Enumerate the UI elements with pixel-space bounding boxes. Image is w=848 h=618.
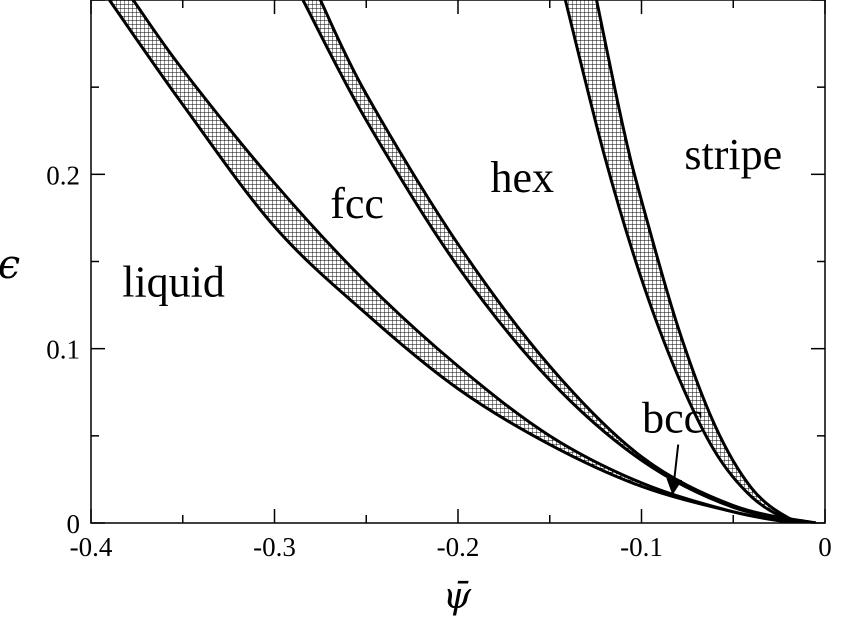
x-tick-label: 0 — [818, 532, 832, 562]
x-tick-label: -0.1 — [620, 532, 663, 562]
region-labels: liquid fcc hex stripe bcc — [122, 130, 782, 442]
x-axis-label: ψ̄ — [443, 576, 472, 617]
region-label-liquid: liquid — [122, 257, 225, 306]
region-label-bcc: bcc — [642, 393, 703, 442]
boundary-curve-6 — [595, 0, 817, 523]
x-tick-label: -0.3 — [253, 532, 296, 562]
region-label-stripe: stripe — [684, 130, 782, 179]
boundary-curve-2 — [131, 0, 795, 523]
y-tick-label: 0.1 — [46, 335, 80, 365]
bcc-annotation — [666, 444, 683, 495]
y-tick-label: 0.2 — [46, 160, 80, 190]
region-label-hex: hex — [490, 153, 554, 202]
axis-ticks — [90, 0, 826, 524]
hatched-band-3 — [565, 0, 816, 523]
boundary-curve-1 — [108, 0, 795, 523]
phase-boundaries — [108, 0, 817, 523]
boundary-curve-5 — [563, 0, 817, 523]
boundary-curve-4 — [319, 0, 817, 523]
region-label-fcc: fcc — [330, 179, 384, 228]
x-tick-label: -0.4 — [70, 532, 113, 562]
boundary-curve-3 — [301, 0, 817, 523]
y-tick-label: 0 — [67, 509, 81, 539]
y-axis-label: ϵ — [0, 242, 20, 288]
x-tick-label: -0.2 — [437, 532, 480, 562]
bcc-arrow — [666, 444, 683, 495]
axis-tick-labels: -0.4 -0.3 -0.2 -0.1 0 0 0.1 0.2 — [46, 160, 832, 562]
hatched-bands — [109, 0, 816, 523]
